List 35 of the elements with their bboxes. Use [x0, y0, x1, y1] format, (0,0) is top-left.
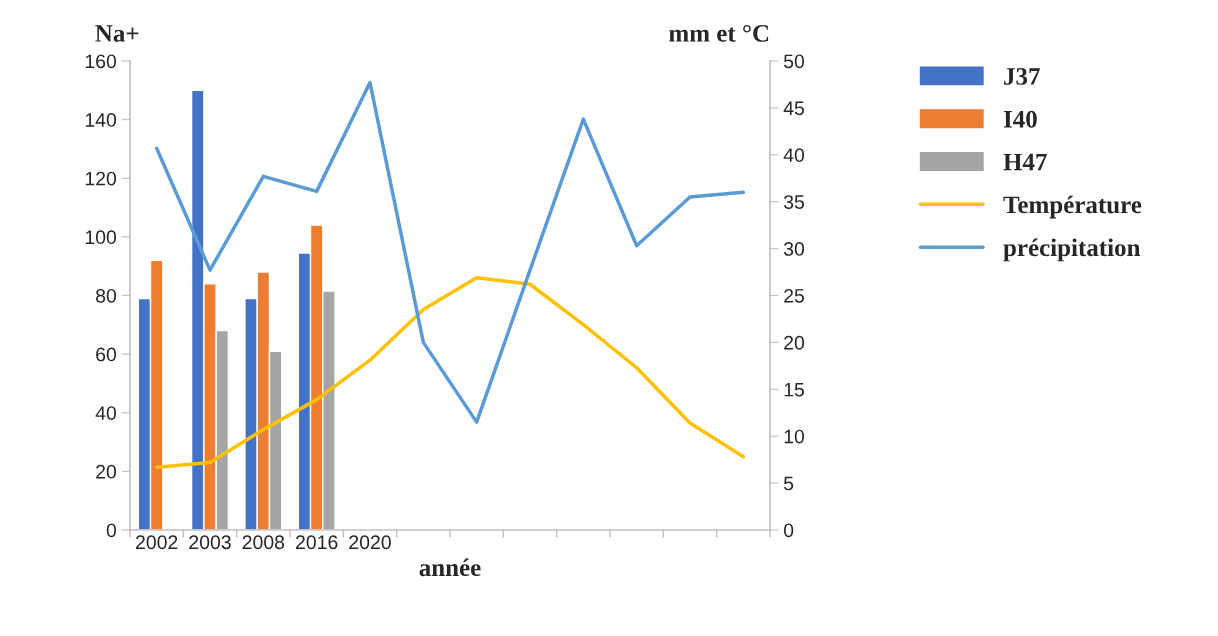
y-tick-label: 40 — [95, 406, 117, 420]
y2-tick-label: 25 — [784, 288, 805, 303]
y2-tick-label: 5 — [783, 476, 794, 491]
line-series — [154, 275, 746, 469]
y-tick-label: 100 — [85, 230, 117, 245]
y2-tick-label: 40 — [783, 148, 805, 163]
y-tick-label: 0 — [106, 523, 117, 538]
x-tick-label: 2008 — [242, 535, 285, 550]
y2-tick-label: 50 — [783, 54, 805, 69]
x-axis-title: année — [419, 558, 481, 577]
x-tick-label: 2003 — [189, 535, 231, 550]
y-axis-title: Na+ — [95, 25, 139, 42]
x-tick-label: 2020 — [349, 535, 391, 550]
y-tick-label: 60 — [96, 347, 117, 362]
y2-tick-label: 15 — [784, 382, 805, 397]
y-tick-label: 120 — [85, 171, 117, 186]
legend-label: Température — [1003, 195, 1142, 219]
y2-tick-label: 0 — [783, 523, 794, 538]
line-series — [154, 80, 746, 424]
legend-label: H47 — [1003, 153, 1047, 171]
y-tick-label: 140 — [85, 113, 117, 127]
y2-tick-label: 20 — [784, 335, 805, 350]
y2-tick-label: 35 — [783, 195, 805, 209]
y2-tick-label: 10 — [784, 429, 805, 444]
x-tick-label: 2016 — [296, 535, 338, 550]
y2-tick-label: 45 — [783, 101, 805, 116]
legend-label: J37 — [1004, 68, 1040, 85]
y-tick-label: 80 — [96, 288, 117, 303]
x-tick-label: 2002 — [136, 535, 178, 550]
y2-axis-title: mm et °C — [669, 24, 769, 42]
legend-label: I40 — [1003, 110, 1037, 128]
legend-label: précipitation — [1003, 238, 1141, 262]
y2-tick-label: 30 — [783, 242, 805, 256]
y-tick-label: 160 — [85, 54, 117, 69]
y-tick-label: 20 — [96, 464, 117, 479]
